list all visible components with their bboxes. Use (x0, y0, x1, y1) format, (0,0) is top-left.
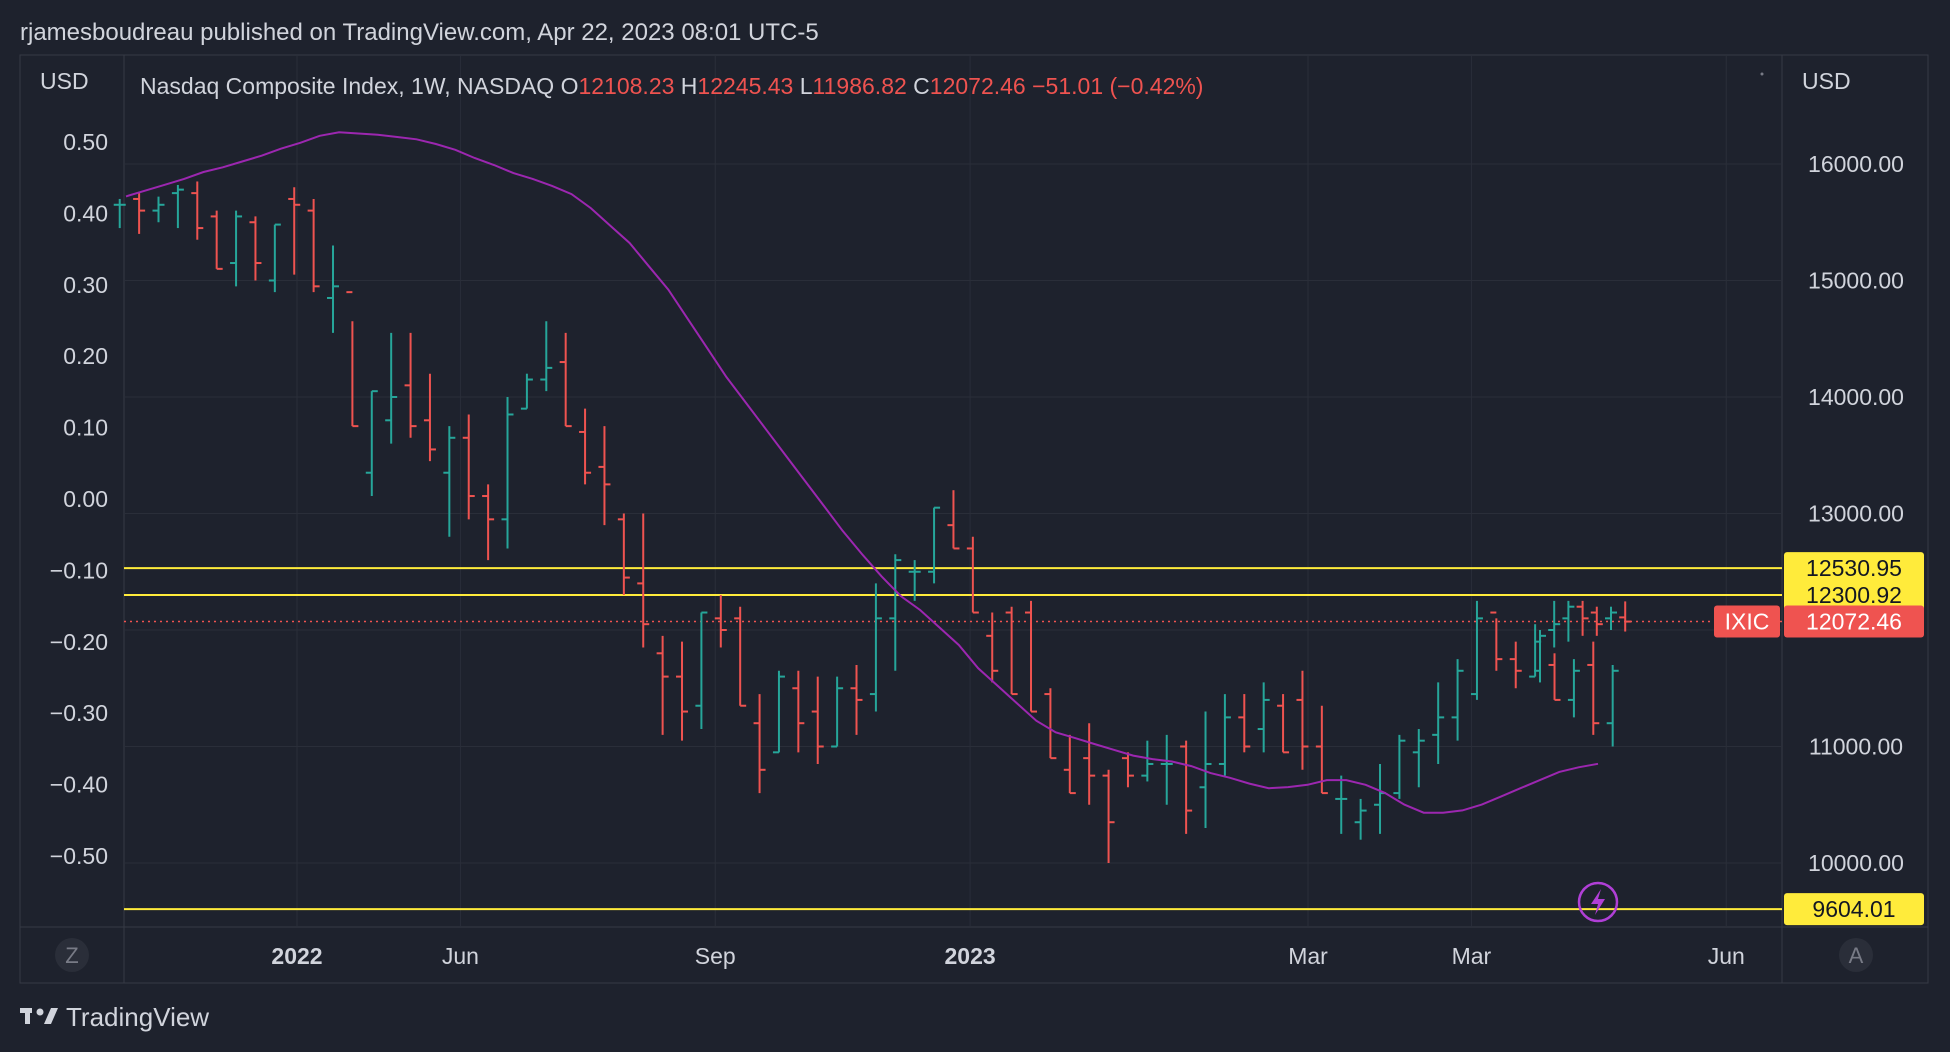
auto-scale-button-label: A (1849, 943, 1864, 968)
price-tag-level-2: 12300.92 (1806, 582, 1902, 608)
price-tag-level-3: 9604.01 (1812, 896, 1895, 922)
legend-open-label: O (561, 73, 579, 99)
zoom-button[interactable]: Z (55, 938, 89, 972)
left-axis-tick: 0.50 (63, 129, 108, 155)
left-axis-tick: −0.30 (50, 700, 108, 726)
left-axis-tick: 0.10 (63, 415, 108, 441)
moving-average-line (125, 131, 1599, 814)
plot-frame (19, 54, 1929, 984)
right-axis-ticks: 16000.00 15000.00 14000.00 13000.00 11000.00… (1808, 151, 1904, 876)
lightning-icon[interactable] (1577, 881, 1619, 923)
left-axis-tick: 0.20 (63, 343, 108, 369)
left-axis-tick: −0.50 (50, 843, 108, 869)
grid (124, 55, 1782, 927)
time-axis-label: 2023 (944, 943, 995, 969)
horizontal-levels (124, 567, 1782, 911)
time-axis-ticks: 2022 Mar Jun Sep 2023 Mar Jun (271, 943, 1744, 969)
legend-high-label: H (681, 73, 698, 99)
legend-close-label: C (913, 73, 930, 99)
left-axis-ticks: 0.50 0.40 0.30 0.20 0.10 0.00 −0.10 −0.20 −0.30 −… (50, 129, 108, 869)
price-tag-last: 12072.46 (1806, 609, 1902, 635)
left-axis-tick: 0.30 (63, 272, 108, 298)
legend-low: 11986.82 (813, 73, 907, 99)
symbol-tag: IXIC (1725, 609, 1770, 635)
symbol-tag-bg (1714, 605, 1780, 638)
publisher-line: rjamesboudreau published on TradingView.… (20, 19, 819, 46)
legend-open: 12108.23 (578, 73, 674, 99)
right-axis-tick: 15000.00 (1808, 268, 1904, 294)
price-tag-level-3-bg (1784, 893, 1924, 926)
right-axis-tick: 11000.00 (1809, 734, 1903, 760)
zoom-button-label: Z (65, 943, 78, 968)
legend-change: −51.01 (−0.42%) (1032, 73, 1203, 99)
legend: Nasdaq Composite Index, 1W, NASDAQ O1210… (140, 73, 1203, 99)
footer-brand: TradingView (66, 1002, 209, 1032)
right-axis-tick: 16000.00 (1808, 151, 1904, 177)
time-axis-label: Jun (1708, 943, 1745, 969)
legend-close: 12072.46 (930, 73, 1026, 99)
left-axis-tick: 0.40 (63, 200, 108, 226)
price-tag-last-bg (1784, 605, 1924, 638)
legend-symbol: Nasdaq Composite Index, 1W, NASDAQ (140, 73, 554, 99)
time-axis-label: 2022 (271, 943, 322, 969)
right-axis-tick: 13000.00 (1808, 501, 1904, 527)
legend-low-label: L (800, 73, 813, 99)
legend-high: 12245.43 (697, 73, 793, 99)
left-axis-tick: −0.40 (50, 772, 108, 798)
time-axis-label: Jun (442, 943, 479, 969)
time-axis-label: Sep (695, 943, 736, 969)
left-axis-currency: USD (40, 68, 89, 94)
price-tag-level-1-bg (1784, 552, 1924, 585)
price-tag-level-1: 12530.95 (1806, 555, 1902, 581)
left-axis-tick: −0.10 (50, 557, 108, 583)
time-axis-label: Mar (1288, 943, 1328, 969)
legend-dot (1760, 72, 1764, 76)
left-axis-tick: 0.00 (63, 486, 108, 512)
right-axis-currency: USD (1802, 68, 1851, 94)
left-axis-tick: −0.20 (50, 629, 108, 655)
ohlc-bars (113, 181, 1632, 863)
auto-scale-button[interactable]: A (1839, 938, 1873, 972)
tradingview-logo-icon (20, 1008, 58, 1024)
right-axis-tick: 10000.00 (1808, 850, 1904, 876)
price-tag-level-2-bg (1784, 578, 1924, 611)
time-axis-label: Mar (1452, 943, 1492, 969)
right-axis-tick: 14000.00 (1808, 384, 1904, 410)
